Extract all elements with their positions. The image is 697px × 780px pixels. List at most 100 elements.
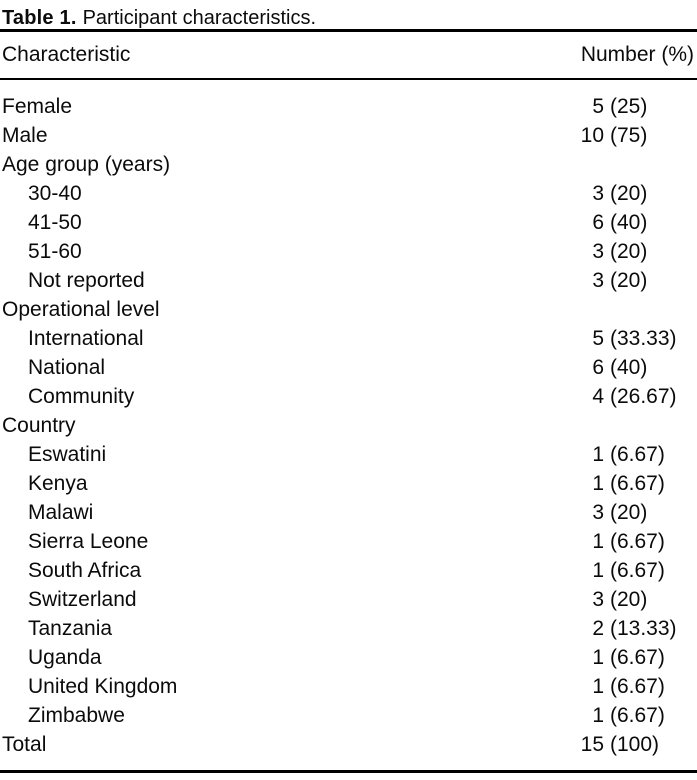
row-percent: (6.67): [610, 529, 665, 553]
table-row: Community 4 (26.67): [0, 382, 697, 411]
row-label: United Kingdom: [28, 674, 178, 698]
row-value: 3 (20): [578, 240, 692, 264]
row-label: 41-50: [28, 210, 82, 234]
row-count: 15: [580, 732, 604, 756]
row-label: 30-40: [28, 181, 82, 205]
row-count: 3: [592, 239, 604, 263]
table-row: Uganda 1 (6.67): [0, 643, 697, 672]
row-count: 5: [592, 94, 604, 118]
row-percent: (6.67): [610, 471, 665, 495]
table-row: United Kingdom 1 (6.67): [0, 672, 697, 701]
row-percent: (20): [610, 181, 648, 205]
table-row: Switzerland 3 (20): [0, 585, 697, 614]
row-value: 4 (26.67): [578, 385, 692, 409]
table-row: South Africa 1 (6.67): [0, 556, 697, 585]
table-row: Zimbabwe 1 (6.67): [0, 701, 697, 730]
row-value: 1 (6.67): [578, 443, 692, 467]
row-label: Country: [2, 413, 76, 437]
table-row: Sierra Leone 1 (6.67): [0, 527, 697, 556]
row-value: 3 (20): [578, 182, 692, 206]
row-count: 3: [592, 587, 604, 611]
row-count: 10: [580, 123, 604, 147]
row-value: 5 (25): [578, 95, 692, 119]
row-count: 3: [592, 500, 604, 524]
participant-characteristics-table: Characteristic Number (%) Female 5 (25) M…: [0, 29, 697, 773]
table-caption: Table 1. Participant characteristics.: [0, 0, 697, 29]
row-percent: (6.67): [610, 674, 665, 698]
table-caption-text: Participant characteristics.: [82, 7, 317, 29]
row-label: Sierra Leone: [28, 529, 149, 553]
row-value: 2 (13.33): [578, 617, 692, 641]
row-label: Age group (years): [2, 152, 171, 176]
row-count: 3: [592, 181, 604, 205]
table-row-group: Operational level: [0, 295, 697, 324]
row-value: 6 (40): [578, 356, 692, 380]
column-header-number: Number (%): [580, 43, 694, 66]
row-count: 1: [592, 471, 604, 495]
row-value: 1 (6.67): [578, 530, 692, 554]
row-value: 1 (6.67): [578, 704, 692, 728]
row-label: Tanzania: [28, 616, 113, 640]
row-count: 1: [592, 703, 604, 727]
row-percent: (20): [610, 500, 648, 524]
row-percent: (25): [610, 94, 648, 118]
row-label: Uganda: [28, 645, 102, 669]
row-label: National: [28, 355, 106, 379]
table-row: 41-50 6 (40): [0, 208, 697, 237]
row-percent: (6.67): [610, 558, 665, 582]
table-row: Eswatini 1 (6.67): [0, 440, 697, 469]
table-row: National 6 (40): [0, 353, 697, 382]
table-row-group: Country: [0, 411, 697, 440]
row-count: 4: [592, 384, 604, 408]
row-label: Switzerland: [28, 587, 137, 611]
table-row: Tanzania 2 (13.33): [0, 614, 697, 643]
row-count: 2: [592, 616, 604, 640]
table-row-total: Total 15 (100): [0, 730, 697, 759]
row-value: 3 (20): [578, 269, 692, 293]
row-value: 1 (6.67): [578, 675, 692, 699]
row-percent: (26.67): [610, 384, 677, 408]
row-percent: (20): [610, 239, 648, 263]
row-value: 5 (33.33): [578, 327, 692, 351]
table-row: Not reported 3 (20): [0, 266, 697, 295]
row-label: Total: [2, 732, 47, 756]
row-count: 1: [592, 558, 604, 582]
row-label: Zimbabwe: [28, 703, 125, 727]
row-value: 6 (40): [578, 211, 692, 235]
table-header-row: Characteristic Number (%): [0, 32, 697, 80]
table-row: Kenya 1 (6.67): [0, 469, 697, 498]
table-caption-number: Table 1.: [2, 7, 77, 29]
row-label: Female: [2, 94, 73, 118]
row-value: 1 (6.67): [578, 472, 692, 496]
row-value: 3 (20): [578, 588, 692, 612]
table-row: International 5 (33.33): [0, 324, 697, 353]
row-percent: (6.67): [610, 703, 665, 727]
table-row: Female 5 (25): [0, 92, 697, 121]
row-percent: (20): [610, 587, 648, 611]
row-value: 3 (20): [578, 501, 692, 525]
row-count: 6: [592, 355, 604, 379]
row-percent: (20): [610, 268, 648, 292]
row-value: 1 (6.67): [578, 559, 692, 583]
row-label: Male: [2, 123, 48, 147]
row-count: 3: [592, 268, 604, 292]
row-count: 1: [592, 645, 604, 669]
row-value: 1 (6.67): [578, 646, 692, 670]
row-count: 6: [592, 210, 604, 234]
row-label: South Africa: [28, 558, 142, 582]
row-count: 1: [592, 442, 604, 466]
row-label: Community: [28, 384, 135, 408]
table-row: 30-40 3 (20): [0, 179, 697, 208]
row-count: 1: [592, 674, 604, 698]
row-value: 10 (75): [578, 124, 692, 148]
table-row: Male 10 (75): [0, 121, 697, 150]
row-label: Kenya: [28, 471, 88, 495]
row-percent: (6.67): [610, 645, 665, 669]
row-percent: (6.67): [610, 442, 665, 466]
row-percent: (100): [610, 732, 660, 756]
column-header-characteristic: Characteristic: [2, 43, 131, 66]
row-percent: (13.33): [610, 616, 677, 640]
row-percent: (33.33): [610, 326, 677, 350]
row-label: Eswatini: [28, 442, 107, 466]
table-row: Malawi 3 (20): [0, 498, 697, 527]
